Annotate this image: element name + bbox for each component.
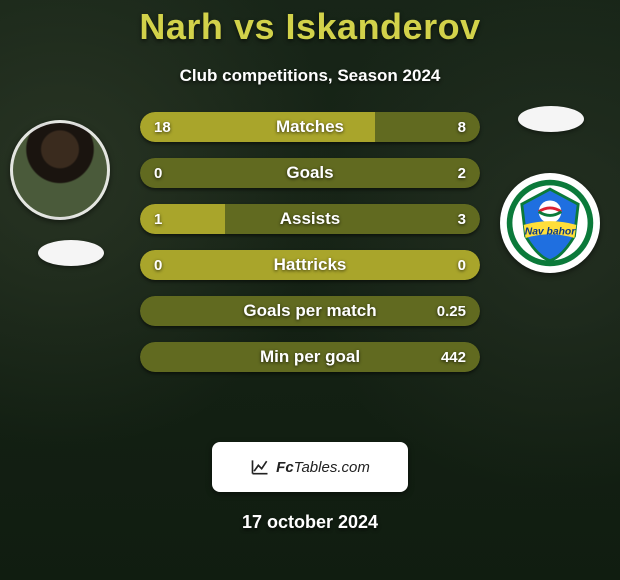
stat-bar: Hattricks00: [140, 250, 480, 280]
branding-text: FcTables.com: [276, 459, 370, 476]
title-left: Narh: [139, 6, 223, 47]
bar-fill-right: [310, 250, 480, 280]
branding-suffix: Tables.com: [294, 459, 370, 476]
bar-fill-right: [225, 204, 480, 234]
stat-bar: Min per goal442: [140, 342, 480, 372]
bar-fill-right: [140, 296, 480, 326]
bar-fill-left: [140, 204, 225, 234]
svg-text:Nav bahor: Nav bahor: [525, 226, 576, 237]
stat-bar: Goals02: [140, 158, 480, 188]
player-right-flag: [518, 106, 584, 132]
title-right: Iskanderov: [286, 6, 481, 47]
comparison-area: Nav bahor Matches188Goals02Assists13Hatt…: [0, 120, 620, 420]
bar-fill-right: [140, 342, 480, 372]
subtitle: Club competitions, Season 2024: [0, 66, 620, 86]
bar-fill-left: [140, 250, 310, 280]
stat-bar: Assists13: [140, 204, 480, 234]
chart-icon: [250, 457, 270, 477]
stat-bar: Matches188: [140, 112, 480, 142]
title-vs: vs: [234, 6, 275, 47]
page-title: Narh vs Iskanderov: [0, 6, 620, 48]
player-left-avatar: [10, 120, 110, 220]
bar-fill-right: [375, 112, 480, 142]
card: Narh vs Iskanderov Club competitions, Se…: [0, 0, 620, 533]
bar-fill-left: [140, 112, 375, 142]
stat-bars: Matches188 Goals02 Assists13 Hattricks00 Goa…: [140, 112, 480, 372]
date: 17 october 2024: [0, 512, 620, 533]
player-right-avatar: Nav bahor: [500, 173, 600, 273]
bar-fill-right: [140, 158, 480, 188]
stat-bar: Goals per match0.25: [140, 296, 480, 326]
crest-icon: Nav bahor: [503, 176, 597, 270]
player-left-flag: [38, 240, 104, 266]
branding-badge: FcTables.com: [212, 442, 408, 492]
branding-prefix: Fc: [276, 459, 294, 476]
